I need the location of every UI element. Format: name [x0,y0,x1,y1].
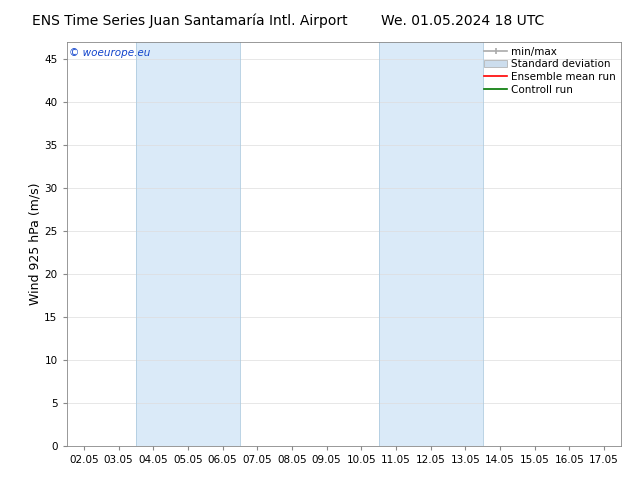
Legend: min/max, Standard deviation, Ensemble mean run, Controll run: min/max, Standard deviation, Ensemble me… [481,44,619,98]
Text: © woeurope.eu: © woeurope.eu [69,48,151,58]
Text: We. 01.05.2024 18 UTC: We. 01.05.2024 18 UTC [381,14,545,28]
Bar [378,42,482,446]
Bar [136,42,240,446]
Y-axis label: Wind 925 hPa (m/s): Wind 925 hPa (m/s) [29,183,41,305]
Text: ENS Time Series Juan Santamaría Intl. Airport: ENS Time Series Juan Santamaría Intl. Ai… [32,14,348,28]
